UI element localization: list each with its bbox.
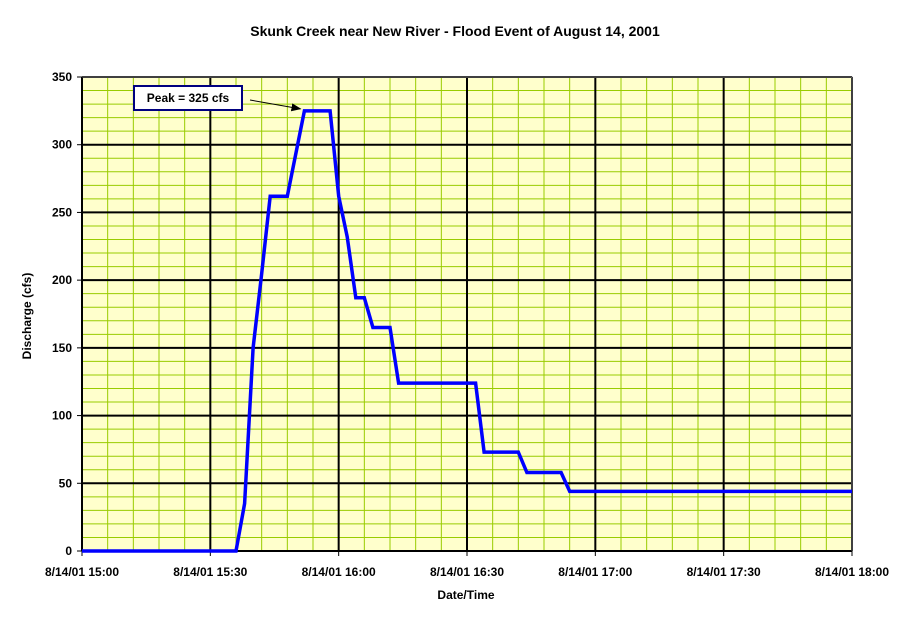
annotation-arrow — [249, 99, 302, 112]
x-tick-label: 8/14/01 16:00 — [302, 565, 376, 579]
chart-title: Skunk Creek near New River - Flood Event… — [250, 23, 660, 39]
x-tick-label: 8/14/01 18:00 — [815, 565, 889, 579]
y-tick-label: 300 — [52, 138, 72, 152]
y-tick-label: 0 — [65, 544, 72, 558]
x-tick-label: 8/14/01 17:30 — [687, 565, 761, 579]
x-axis-title: Date/Time — [437, 588, 494, 602]
y-tick-label: 50 — [59, 476, 73, 490]
x-tick-label: 8/14/01 15:30 — [173, 565, 247, 579]
y-tick-label: 350 — [52, 70, 72, 84]
y-tick-label: 250 — [52, 205, 72, 219]
x-tick-label: 8/14/01 17:00 — [558, 565, 632, 579]
y-tick-label: 200 — [52, 273, 72, 287]
annotation-text: Peak = 325 cfs — [147, 91, 230, 105]
x-tick-label: 8/14/01 15:00 — [45, 565, 119, 579]
annotation-box — [133, 85, 243, 111]
y-tick-label: 150 — [52, 341, 72, 355]
plot-area: 0 50 100 150 200 250 300 350 8/14/01 15:00 8/14/0… — [45, 70, 889, 579]
y-axis-title: Discharge (cfs) — [20, 273, 34, 360]
y-tick-label: 100 — [52, 409, 72, 423]
series-line — [82, 109, 852, 553]
x-tick-label: 8/14/01 16:30 — [430, 565, 504, 579]
